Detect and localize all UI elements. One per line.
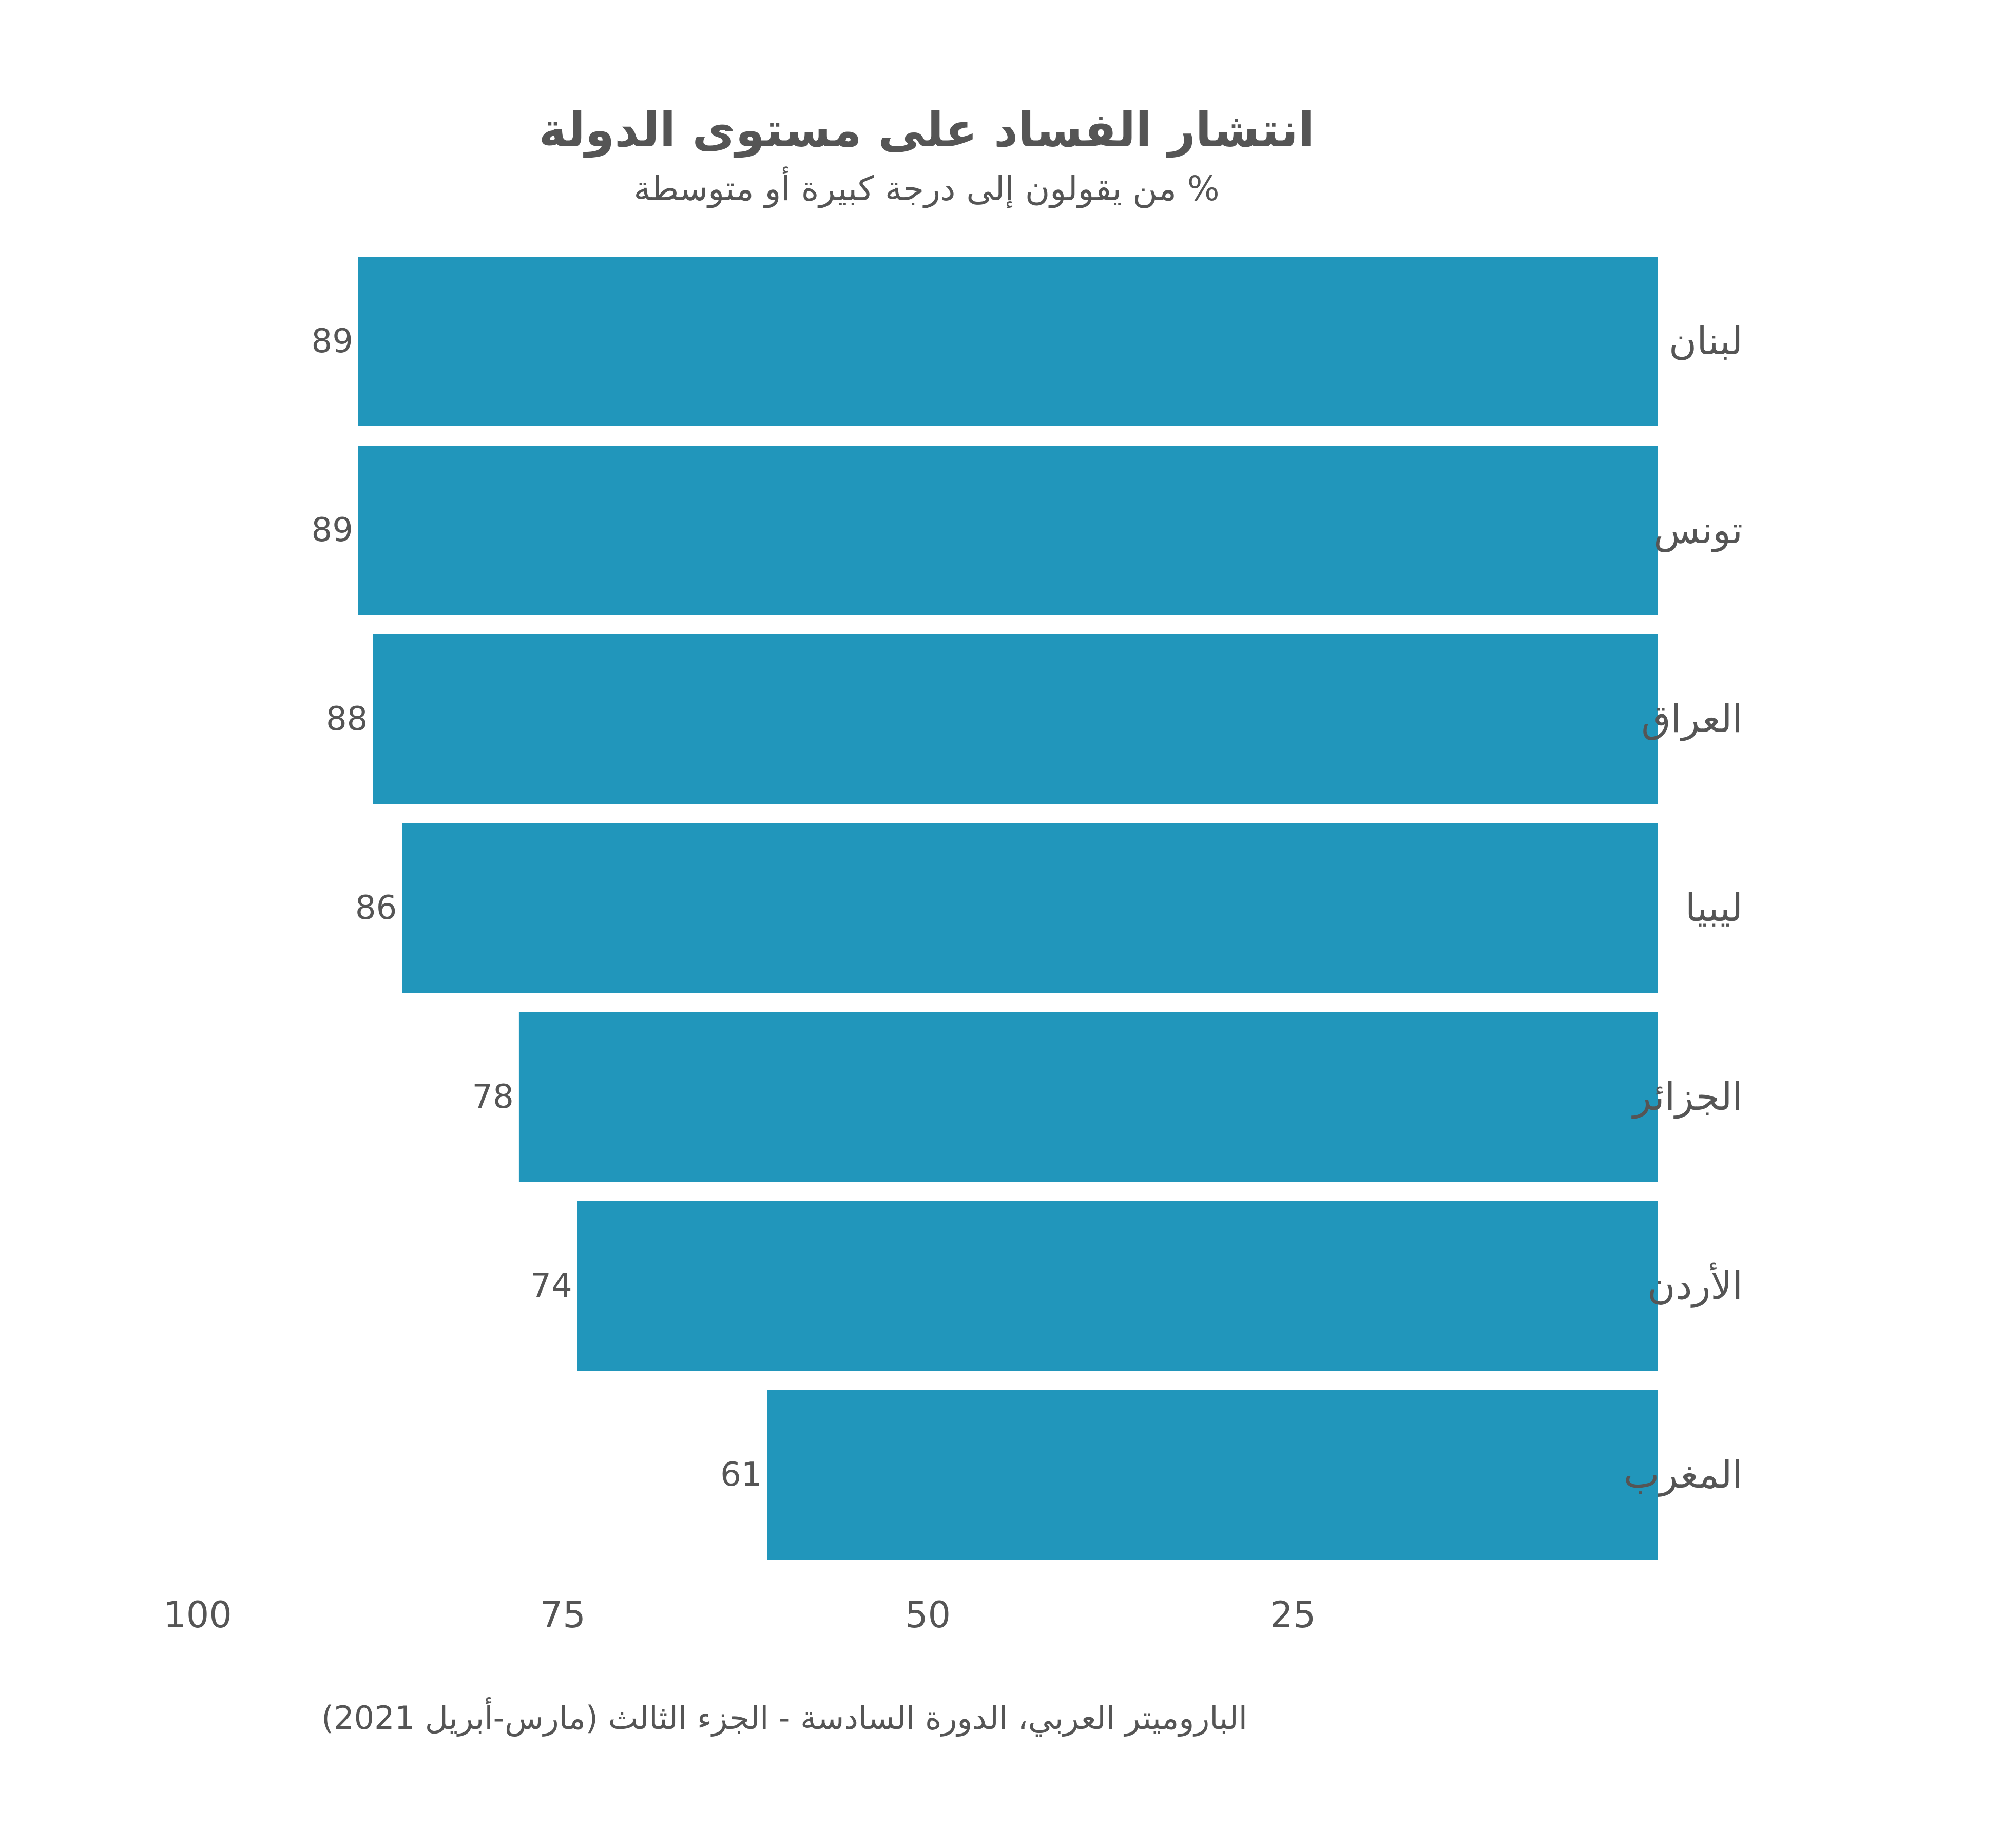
bar-value-label: 78: [472, 1078, 513, 1116]
chart-subtitle: % من يقولون إلى درجة كبيرة أو متوسطة: [633, 166, 1219, 209]
x-tick-label: 75: [540, 1594, 586, 1636]
bar: [373, 634, 1659, 804]
category-label: الجزائر: [1631, 1075, 1743, 1119]
bar-value-label: 61: [720, 1456, 762, 1494]
category-label: الأردن: [1647, 1262, 1743, 1308]
chart-title: انتشار الفساد على مستوى الدولة: [539, 103, 1315, 158]
category-label: المغرب: [1624, 1453, 1743, 1497]
bar-value-label: 88: [326, 700, 368, 738]
bar: [518, 1012, 1659, 1182]
chart-source: الباروميتر العربي، الدورة السادسة - الجز…: [321, 1697, 1247, 1737]
category-label: ليبيا: [1685, 886, 1743, 930]
x-tick-label: 50: [905, 1594, 951, 1636]
x-tick-label: 100: [163, 1594, 232, 1636]
bar: [402, 823, 1658, 993]
category-label: العراق: [1641, 697, 1743, 741]
bar: [767, 1390, 1658, 1560]
bar-value-label: 86: [355, 889, 397, 927]
category-label: تونس: [1653, 508, 1743, 552]
bar: [358, 257, 1659, 426]
value-labels-layer: 89 89 88 86 78 74 61: [312, 322, 762, 1494]
x-axis-ticks: 100 75 50 25: [163, 1594, 1316, 1636]
bars-layer: [358, 257, 1659, 1560]
bar: [577, 1201, 1658, 1371]
bar: [358, 446, 1659, 615]
bar-value-label: 89: [312, 511, 353, 549]
category-label: لبنان: [1669, 319, 1743, 363]
x-tick-label: 25: [1270, 1594, 1316, 1636]
category-labels-layer: لبنان تونس العراق ليبيا الجزائر الأردن المغرب: [1624, 319, 1743, 1497]
bar-value-label: 74: [530, 1267, 572, 1305]
bar-value-label: 89: [312, 322, 353, 360]
